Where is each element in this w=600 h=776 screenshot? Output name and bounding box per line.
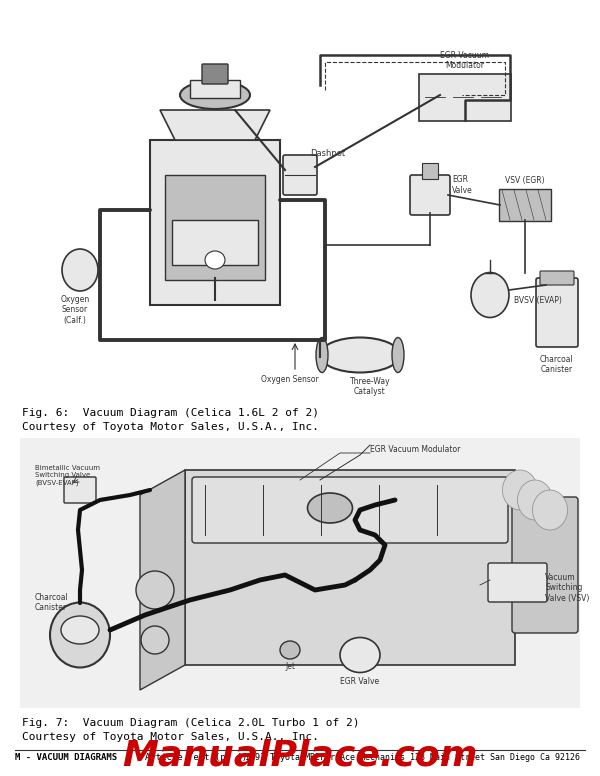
Ellipse shape	[62, 249, 98, 291]
Text: Fig. 6:  Vacuum Diagram (Celica 1.6L 2 of 2): Fig. 6: Vacuum Diagram (Celica 1.6L 2 of…	[22, 408, 319, 418]
Ellipse shape	[280, 641, 300, 659]
FancyBboxPatch shape	[165, 175, 265, 280]
Text: Fig. 7:  Vacuum Diagram (Celica 2.0L Turbo 1 of 2): Fig. 7: Vacuum Diagram (Celica 2.0L Turb…	[22, 718, 359, 728]
FancyBboxPatch shape	[150, 140, 280, 305]
FancyBboxPatch shape	[20, 438, 580, 708]
Ellipse shape	[205, 251, 225, 269]
FancyBboxPatch shape	[64, 477, 96, 503]
Ellipse shape	[316, 338, 328, 372]
Text: ManualPlace.com: ManualPlace.com	[122, 739, 478, 773]
Ellipse shape	[141, 626, 169, 654]
Text: EGR Vacuum Modulator: EGR Vacuum Modulator	[370, 445, 460, 454]
FancyBboxPatch shape	[202, 64, 228, 84]
Text: Article Text (p. 4): Article Text (p. 4)	[145, 753, 247, 762]
Text: BVSV (EVAP): BVSV (EVAP)	[514, 296, 562, 304]
Text: Charcoal
Canister: Charcoal Canister	[35, 593, 69, 612]
Ellipse shape	[320, 338, 400, 372]
FancyBboxPatch shape	[190, 80, 240, 98]
Text: Courtesy of Toyota Motor Sales, U.S.A., Inc.: Courtesy of Toyota Motor Sales, U.S.A., …	[22, 732, 319, 742]
FancyBboxPatch shape	[172, 220, 258, 265]
Text: Vacuum
Switching
Valve (VSV): Vacuum Switching Valve (VSV)	[545, 573, 589, 603]
FancyBboxPatch shape	[410, 175, 450, 215]
Polygon shape	[160, 110, 270, 140]
Ellipse shape	[308, 493, 353, 523]
FancyBboxPatch shape	[185, 470, 515, 665]
Ellipse shape	[517, 480, 553, 520]
FancyBboxPatch shape	[488, 563, 547, 602]
FancyBboxPatch shape	[536, 278, 578, 347]
Text: EGR
Valve: EGR Valve	[452, 175, 473, 195]
Ellipse shape	[392, 338, 404, 372]
FancyBboxPatch shape	[422, 163, 438, 179]
Ellipse shape	[471, 272, 509, 317]
Polygon shape	[140, 470, 185, 690]
Ellipse shape	[503, 470, 538, 510]
Text: Three-Way
Catalyst: Three-Way Catalyst	[350, 377, 391, 397]
Text: 1991 Toyota MR2For Ace Mechanics 123 Main Street San Diego Ca 92126: 1991 Toyota MR2For Ace Mechanics 123 Mai…	[245, 753, 580, 762]
Text: EGR Vacuum
Modulator: EGR Vacuum Modulator	[440, 50, 490, 70]
Ellipse shape	[340, 638, 380, 673]
Text: Oxygen
Sensor
(Calf.): Oxygen Sensor (Calf.)	[61, 295, 89, 325]
Text: Jet: Jet	[285, 662, 295, 671]
Text: Dashpot: Dashpot	[310, 148, 345, 158]
FancyBboxPatch shape	[419, 74, 511, 121]
Text: Charcoal
Canister: Charcoal Canister	[540, 355, 574, 374]
Ellipse shape	[136, 571, 174, 609]
Text: Oxygen Sensor: Oxygen Sensor	[261, 375, 319, 384]
FancyBboxPatch shape	[512, 497, 578, 633]
Text: M - VACUUM DIAGRAMS: M - VACUUM DIAGRAMS	[15, 753, 117, 762]
Text: VSV (EGR): VSV (EGR)	[505, 176, 545, 185]
Ellipse shape	[50, 602, 110, 667]
FancyBboxPatch shape	[540, 271, 574, 285]
Ellipse shape	[180, 81, 250, 109]
Text: Bimetallic Vacuum
Switching Valve
(BVSV-EVAP): Bimetallic Vacuum Switching Valve (BVSV-…	[35, 465, 100, 486]
Ellipse shape	[61, 616, 99, 644]
FancyBboxPatch shape	[499, 189, 551, 221]
FancyBboxPatch shape	[192, 477, 508, 543]
FancyBboxPatch shape	[20, 30, 580, 400]
Text: EGR Valve: EGR Valve	[340, 677, 380, 686]
Ellipse shape	[533, 490, 568, 530]
FancyBboxPatch shape	[283, 155, 317, 195]
Text: Courtesy of Toyota Motor Sales, U.S.A., Inc.: Courtesy of Toyota Motor Sales, U.S.A., …	[22, 422, 319, 432]
